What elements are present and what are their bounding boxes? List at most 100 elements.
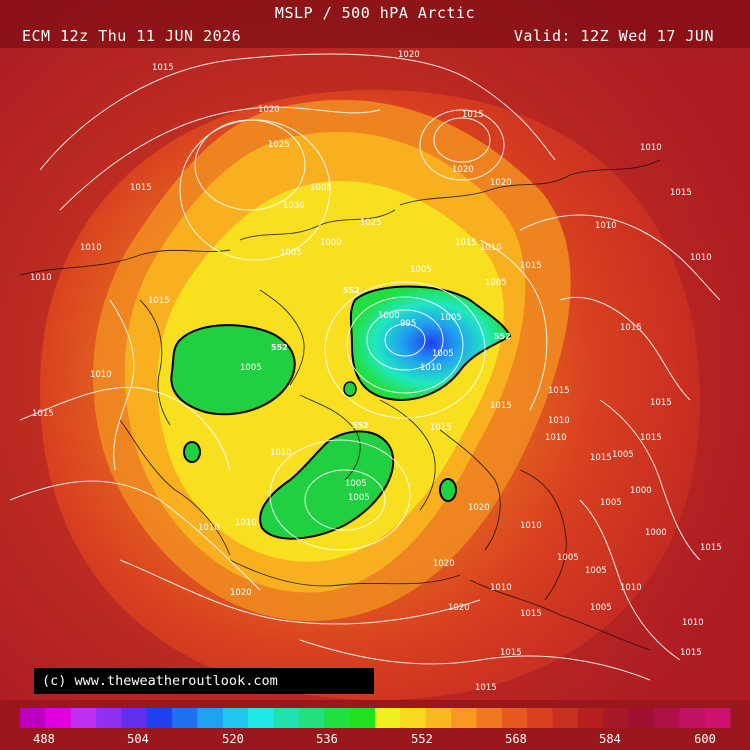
legend-swatch <box>96 708 122 728</box>
isobar-label: 1000 <box>378 311 400 321</box>
legend-swatch <box>704 708 731 728</box>
height-label-552-c: 552 <box>494 332 511 341</box>
legend-colorbar <box>0 700 750 750</box>
green-cell-small-a <box>183 441 201 463</box>
isobar-label: 1005 <box>600 498 622 508</box>
isobar-label: 1015 <box>148 296 170 306</box>
isobar-labels: 1015 1020 1020 1015 1025 1015 1030 1020 1025 1020… <box>30 50 722 693</box>
green-region-west <box>170 324 296 416</box>
height-label-552-a: 552 <box>343 286 360 295</box>
height-label-552-d: 552 <box>352 421 369 430</box>
legend-swatch <box>20 708 46 728</box>
isobar-label: 1010 <box>595 221 617 231</box>
legend-swatch <box>349 708 376 728</box>
isobar-label: 995 <box>400 319 416 329</box>
legend-swatch <box>375 708 401 728</box>
isobar-label: 1015 <box>520 609 542 619</box>
yellow-band <box>157 181 504 562</box>
legend-swatch <box>222 708 249 728</box>
isobar-label: 1015 <box>475 683 497 693</box>
isobar-label: 1025 <box>360 218 382 228</box>
model-run-label: ECM 12z Thu 11 JUN 2026 <box>22 27 242 45</box>
isobar-label: 1000 <box>630 486 652 496</box>
legend-swatch <box>298 708 325 728</box>
legend-labels: 488 504 520 536 552 568 584 600 <box>33 732 716 746</box>
isobar-label: 1005 <box>310 183 332 193</box>
legend-swatch <box>653 708 680 728</box>
height-label-552-b: 552 <box>271 343 288 352</box>
isobar-label: 1010 <box>545 433 567 443</box>
isobar-label: 1020 <box>230 588 252 598</box>
isobar-label: 1005 <box>557 553 579 563</box>
isobar-label: 1010 <box>90 370 112 380</box>
isobar-label: 1015 <box>455 238 477 248</box>
legend-swatch <box>425 708 452 728</box>
isobar-label: 1015 <box>130 183 152 193</box>
isobar-label: 1020 <box>398 50 420 60</box>
isobars <box>9 53 721 681</box>
legend-swatch <box>501 708 528 728</box>
isobar-label: 1020 <box>258 105 280 115</box>
legend-swatch <box>577 708 604 728</box>
green-region-south <box>259 430 395 540</box>
isobar-label: 1010 <box>620 583 642 593</box>
isobar-label: 1005 <box>585 566 607 576</box>
header-bar: MSLP / 500 hPA Arctic ECM 12z Thu 11 JUN… <box>0 0 750 48</box>
legend-label: 552 <box>411 732 433 746</box>
isobar-label: 1015 <box>548 386 570 396</box>
legend-swatch <box>248 708 275 728</box>
isobar-label: 1010 <box>548 416 570 426</box>
isobar-label: 1010 <box>690 253 712 263</box>
isobar-label: 1005 <box>240 363 262 373</box>
isobar-label: 1015 <box>152 63 174 73</box>
legend-label: 488 <box>33 732 55 746</box>
legend-swatch <box>552 708 579 728</box>
isobar-label: 1015 <box>32 409 54 419</box>
chart-title: MSLP / 500 hPA Arctic <box>274 4 476 22</box>
legend-swatch <box>324 708 351 728</box>
isobar-label: 1015 <box>490 401 512 411</box>
legend-swatch <box>146 708 173 728</box>
isobar-label: 1005 <box>348 493 370 503</box>
isobar-label: 1020 <box>490 178 512 188</box>
isobar-label: 1020 <box>452 165 474 175</box>
isobar-label: 1000 <box>320 238 342 248</box>
green-region-north <box>349 285 512 401</box>
legend-swatch <box>603 708 630 728</box>
isobar-label: 1010 <box>682 618 704 628</box>
isobar-label: 1015 <box>500 648 522 658</box>
isobar-label: 1010 <box>80 243 102 253</box>
isobar-label: 1010 <box>30 273 52 283</box>
legend-swatch <box>628 708 655 728</box>
valid-time-label: Valid: 12Z Wed 17 JUN <box>513 27 714 45</box>
legend-swatch <box>197 708 224 728</box>
isobar-label: 1015 <box>590 453 612 463</box>
isobar-label: 1020 <box>468 503 490 513</box>
isobar-label: 1020 <box>433 559 455 569</box>
isobar-label: 1010 <box>640 143 662 153</box>
isobar-label: 1005 <box>280 248 302 258</box>
legend-label: 520 <box>222 732 244 746</box>
isobar-label: 1015 <box>462 110 484 120</box>
isobar-label: 1010 <box>270 448 292 458</box>
isobar-label: 1010 <box>490 583 512 593</box>
green-cell-small-b <box>439 478 457 502</box>
legend-swatch <box>527 708 553 728</box>
green-cell-small-c <box>343 381 357 397</box>
isobar-label: 1010 <box>480 243 502 253</box>
legend-swatch <box>679 708 706 728</box>
isobar-label: 1005 <box>432 349 454 359</box>
isobar-label: 1005 <box>485 278 507 288</box>
isobar-label: 1015 <box>620 323 642 333</box>
isobar-label: 1030 <box>283 201 305 211</box>
isobar-label: 1010 <box>520 521 542 531</box>
legend-swatch <box>121 708 148 728</box>
isobar-label: 1005 <box>410 265 432 275</box>
isobar-label: 1015 <box>430 423 452 433</box>
legend-swatch <box>45 708 72 728</box>
legend-swatch <box>70 708 97 728</box>
isobar-label: 1005 <box>345 479 367 489</box>
isobar-label: 1015 <box>670 188 692 198</box>
legend-swatch <box>273 708 300 728</box>
